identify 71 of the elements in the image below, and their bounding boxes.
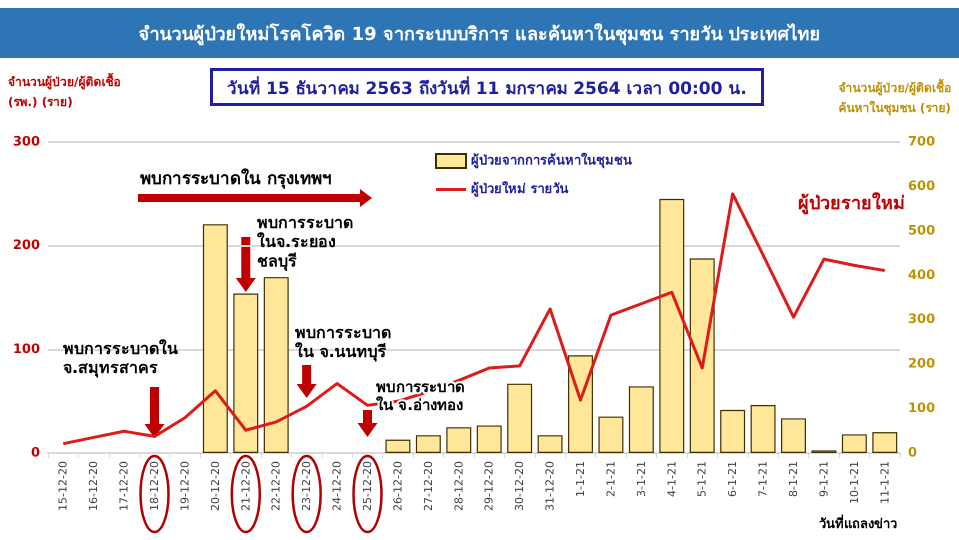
x-tick-label: 8-1-21 <box>787 461 800 497</box>
bar <box>720 410 746 453</box>
bar <box>690 258 715 453</box>
x-axis-title: วันที่แถลงข่าว <box>819 514 897 534</box>
bar <box>538 435 563 453</box>
x-tick-label: 29-12-20 <box>482 461 496 511</box>
bar <box>750 405 776 453</box>
x-tick-label: 30-12-20 <box>513 461 526 511</box>
x-tick-label: 6-1-21 <box>726 461 740 497</box>
y2-tick-label: 400 <box>908 268 936 283</box>
bar <box>568 355 593 453</box>
x-tick-label: 4-1-21 <box>665 461 678 497</box>
legend-label: ผู้ป่วยจากการค้นหาในชุมชน <box>471 152 632 168</box>
x-tick-label: 10-1-21 <box>848 461 861 504</box>
y-tick-label: 100 <box>12 342 40 357</box>
legend-label: ผู้ป่วยใหม่ รายวัน <box>471 180 569 197</box>
x-tick-label: 21-12-20 <box>239 461 252 511</box>
bar <box>507 384 532 453</box>
x-tick-label: 17-12-20 <box>118 461 131 511</box>
y2-tick-label: 300 <box>908 312 936 328</box>
bar <box>476 425 502 453</box>
bar <box>233 294 258 453</box>
y2-tick-label: 600 <box>908 178 936 194</box>
bar <box>781 418 806 453</box>
bar <box>872 432 898 453</box>
x-tick-label: 7-1-21 <box>756 461 770 497</box>
x-tick-label: 5-1-21 <box>696 461 709 497</box>
annotation: ผู้ป่วยรายใหม่ <box>798 192 905 215</box>
y2-tick-label: 700 <box>908 134 936 150</box>
x-tick-label: 2-1-21 <box>604 461 618 497</box>
x-tick-label: 26-12-20 <box>391 461 404 511</box>
x-tick-label: 9-1-21 <box>817 461 830 497</box>
x-tick-label: 31-12-20 <box>544 461 557 511</box>
bar <box>598 416 624 453</box>
annotation: พบการระบาดใน จ.สมุทรสาคร <box>63 339 178 378</box>
bar <box>264 277 289 453</box>
x-tick-label: 22-12-20 <box>270 461 283 511</box>
x-tick-label: 18-12-20 <box>148 461 161 511</box>
bar <box>385 440 410 453</box>
x-tick-label: 15-12-20 <box>56 461 70 511</box>
x-tick-label: 16-12-20 <box>87 461 100 511</box>
x-tick-label: 25-12-20 <box>361 461 374 511</box>
x-tick-label: 23-12-20 <box>300 461 314 511</box>
x-tick-label: 19-12-20 <box>178 461 192 511</box>
x-tick-label: 1-1-21 <box>574 461 587 497</box>
y2-tick-label: 0 <box>908 446 918 460</box>
annotation: พบการระบาด ในจ.ระยอง ชลบุรี <box>257 213 353 272</box>
chart-title: จำนวนผู้ป่วยใหม่โรคโควิด 19 จากระบบบริการ และค้นหาในชุมชน รายวัน ประเทศไทย <box>0 8 959 58</box>
annotation: พบการระบาด ใน จ.นนทบุรี <box>295 323 391 362</box>
y-tick-label: 0 <box>30 446 40 460</box>
x-tick-label: 20-12-20 <box>208 461 222 511</box>
y2-axis-title: จำนวนผู้ป่วย/ผู้ติดเชื้อ ค้นหาในชุมชน (ราย) <box>838 78 951 118</box>
y-axis-title: จำนวนผู้ป่วย/ผู้ติดเชื้อ (รพ.) (ราย) <box>8 72 120 111</box>
x-tick-label: 11-1-21 <box>878 461 892 504</box>
y-tick-label: 300 <box>12 134 40 150</box>
y2-tick-label: 200 <box>908 356 936 372</box>
x-tick-label: 3-1-21 <box>634 461 648 497</box>
y2-tick-label: 100 <box>908 401 936 416</box>
annotation: พบการระบาดใน กรุงเทพฯ <box>140 168 332 189</box>
y2-tick-label: 500 <box>908 223 936 238</box>
bar <box>202 224 228 453</box>
x-tick-label: 27-12-20 <box>422 461 435 511</box>
bar <box>659 198 684 453</box>
bar <box>446 427 472 453</box>
y-tick-label: 200 <box>12 238 40 254</box>
chart-subtitle: วันที่ 15 ธันวาคม 2563 ถึงวันที่ 11 มกราคม 2564 เวลา 00:00 น. <box>210 68 764 106</box>
bar <box>416 435 441 453</box>
bar <box>842 434 867 453</box>
x-tick-label: 28-12-20 <box>452 461 466 511</box>
x-tick-label: 24-12-20 <box>330 461 344 511</box>
bar <box>628 386 654 453</box>
